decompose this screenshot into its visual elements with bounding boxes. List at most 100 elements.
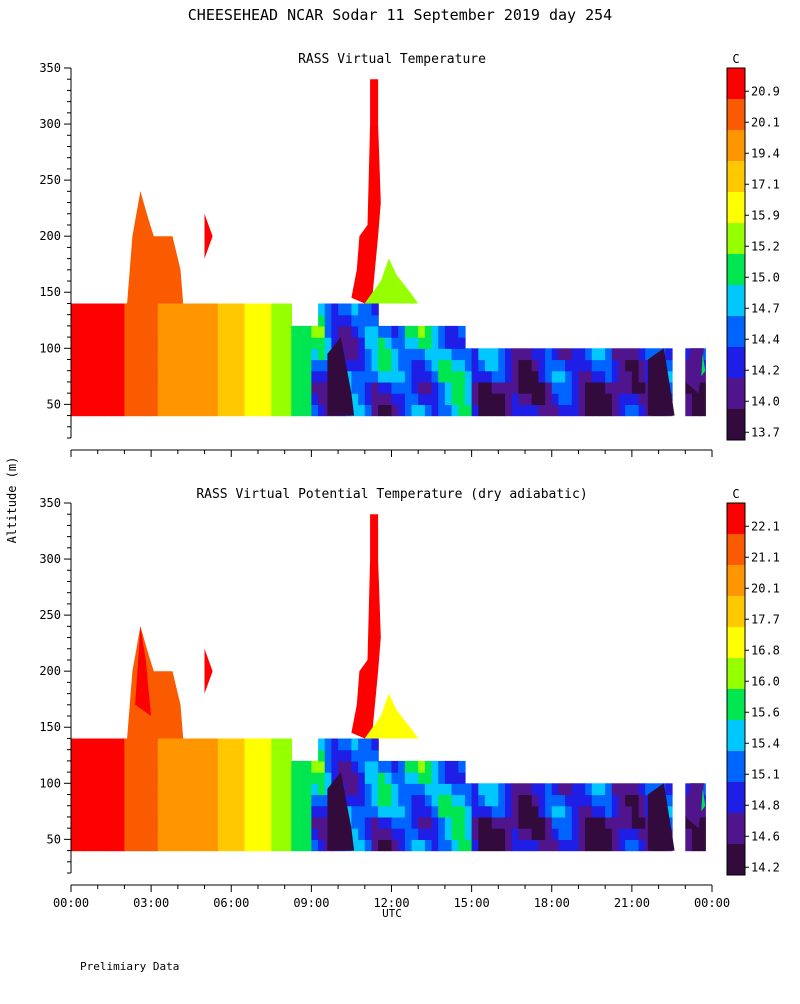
heatmap-cell bbox=[351, 303, 359, 316]
heatmap-cell bbox=[291, 359, 299, 372]
colorbar-tick-label: 17.7 bbox=[751, 612, 780, 626]
colorbar-swatch bbox=[727, 223, 745, 255]
heatmap-cell bbox=[378, 783, 386, 796]
colorbar-swatch bbox=[727, 596, 745, 628]
heatmap-cell bbox=[157, 348, 166, 361]
heatmap-cell bbox=[358, 805, 366, 818]
heatmap-cell bbox=[231, 816, 239, 829]
heatmap-cell bbox=[104, 404, 112, 417]
heatmap-cell bbox=[424, 805, 433, 818]
heatmap-cell bbox=[124, 805, 132, 818]
heatmap-cell bbox=[685, 393, 693, 405]
heatmap-cell bbox=[264, 805, 272, 818]
heatmap-cell bbox=[77, 404, 85, 417]
heatmap-cell bbox=[611, 404, 620, 417]
heatmap-cell bbox=[77, 805, 85, 818]
heatmap-cell bbox=[578, 348, 586, 361]
heatmap-cell bbox=[278, 839, 286, 852]
heatmap-cell bbox=[151, 314, 159, 327]
heatmap-cell bbox=[611, 816, 620, 829]
heatmap-cell bbox=[91, 303, 99, 316]
heatmap-cell bbox=[525, 839, 533, 852]
heatmap-cell bbox=[398, 381, 406, 394]
heatmap-cell bbox=[384, 359, 393, 372]
heatmap-cell bbox=[451, 760, 459, 773]
colorbar-tick-label: 16.8 bbox=[751, 643, 780, 657]
heatmap-cell bbox=[91, 794, 99, 807]
heatmap-cell bbox=[271, 783, 279, 796]
heatmap-cell bbox=[418, 828, 426, 840]
heatmap-cell bbox=[478, 794, 486, 807]
heatmap-cell bbox=[191, 359, 199, 372]
heatmap-cell bbox=[391, 404, 399, 417]
heatmap-cell bbox=[384, 794, 393, 807]
heatmap-cell bbox=[538, 805, 546, 818]
heatmap-cell bbox=[137, 325, 146, 338]
heatmap-cell bbox=[84, 325, 92, 338]
heatmap-cell bbox=[625, 839, 633, 852]
heatmap-cell bbox=[191, 337, 199, 349]
heatmap-cell bbox=[371, 839, 379, 852]
heatmap-cell bbox=[157, 794, 166, 807]
heatmap-cell bbox=[151, 839, 159, 852]
heatmap-cell bbox=[177, 393, 186, 405]
heatmap-cell bbox=[211, 783, 219, 796]
heatmap-cell bbox=[231, 381, 239, 394]
heatmap-cell bbox=[237, 370, 246, 383]
heatmap-cell bbox=[177, 325, 186, 338]
heatmap-cell bbox=[578, 805, 586, 818]
heatmap-cell bbox=[618, 816, 626, 829]
heatmap-cell bbox=[197, 393, 206, 405]
heatmap-cell bbox=[351, 805, 359, 818]
heatmap-cell bbox=[638, 393, 646, 405]
heatmap-cell bbox=[244, 337, 252, 349]
heatmap-cell bbox=[571, 816, 580, 829]
heatmap-cell bbox=[97, 370, 105, 383]
heatmap-cell bbox=[558, 794, 566, 807]
heatmap-cell bbox=[351, 404, 359, 417]
colorbar-unit: C bbox=[732, 487, 739, 501]
heatmap-cell bbox=[378, 839, 386, 852]
heatmap-cell bbox=[91, 816, 99, 829]
heatmap-cell bbox=[485, 348, 493, 361]
heatmap-cell bbox=[605, 805, 613, 818]
heatmap-cell bbox=[391, 828, 399, 840]
heatmap-cell bbox=[77, 828, 85, 840]
heatmap-cell bbox=[391, 783, 399, 796]
heatmap-cell bbox=[231, 325, 239, 338]
heatmap-cell bbox=[538, 794, 546, 807]
heatmap-cell bbox=[491, 348, 499, 361]
heatmap-cell bbox=[244, 381, 252, 394]
heatmap-cell bbox=[204, 772, 212, 784]
heatmap-cell bbox=[338, 314, 346, 327]
heatmap-cell bbox=[84, 404, 92, 417]
heatmap-cell bbox=[204, 303, 212, 316]
heatmap-cell bbox=[191, 816, 199, 829]
heatmap-cell bbox=[398, 337, 406, 349]
heatmap-cell bbox=[157, 393, 166, 405]
heatmap-cell bbox=[191, 348, 199, 361]
heatmap-cell bbox=[117, 738, 125, 751]
heatmap-cell bbox=[618, 348, 626, 361]
heatmap-cell bbox=[71, 348, 79, 361]
heatmap-cell bbox=[384, 816, 393, 829]
heatmap-cell bbox=[384, 839, 393, 852]
heatmap-cell bbox=[558, 783, 566, 796]
heatmap-cell bbox=[284, 760, 292, 773]
heatmap-cell bbox=[444, 828, 453, 840]
heatmap-cell bbox=[371, 348, 379, 361]
heatmap-cell bbox=[177, 314, 186, 327]
heatmap-cell bbox=[578, 381, 586, 394]
heatmap-cell bbox=[104, 381, 112, 394]
heatmap-cell bbox=[545, 839, 553, 852]
heatmap-cell bbox=[418, 816, 426, 829]
heatmap-cell bbox=[84, 749, 92, 762]
heatmap-cell bbox=[611, 783, 620, 796]
heatmap-cell bbox=[378, 816, 386, 829]
heatmap-cell bbox=[431, 381, 439, 394]
heatmap-cell bbox=[171, 325, 179, 338]
heatmap-cell bbox=[471, 816, 479, 829]
heatmap-cell bbox=[258, 404, 266, 417]
heatmap-cell bbox=[157, 359, 166, 372]
heatmap-cell bbox=[131, 749, 139, 762]
